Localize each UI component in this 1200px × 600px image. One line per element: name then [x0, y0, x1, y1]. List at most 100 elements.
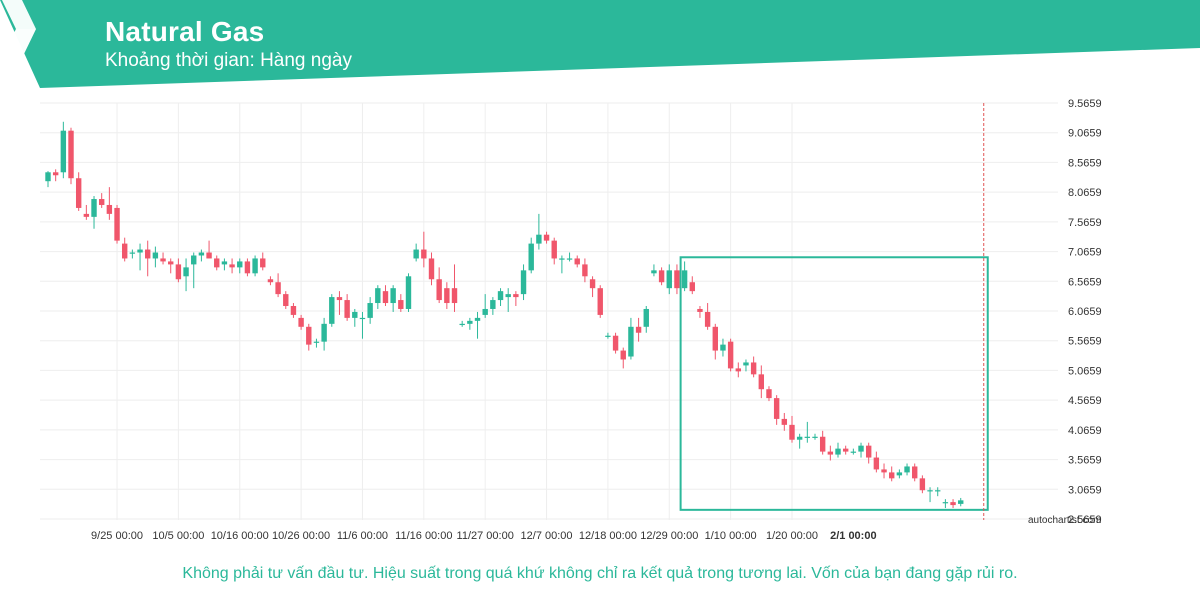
candle-body: [896, 472, 903, 476]
y-tick-label: 4.0659: [1068, 425, 1102, 437]
candle-body: [873, 457, 880, 470]
candle: [551, 237, 557, 265]
candle-body: [175, 264, 182, 280]
candle: [927, 487, 933, 503]
candle-body: [513, 294, 519, 298]
candle-body: [398, 300, 404, 309]
candle-body: [214, 258, 220, 268]
candle: [436, 267, 442, 304]
risk-disclaimer: Không phải tư vấn đầu tư. Hiệu suất tron…: [182, 565, 1018, 582]
candle-body: [436, 279, 442, 301]
y-tick-label: 3.5659: [1068, 455, 1102, 467]
candle-body: [835, 448, 841, 455]
candle: [98, 193, 105, 208]
candle-body: [421, 249, 427, 259]
candle: [597, 285, 603, 318]
candle: [459, 320, 465, 327]
candle: [482, 294, 488, 318]
candle: [298, 314, 304, 330]
x-tick-label: 1/10 00:00: [705, 530, 757, 542]
header-band: Natural Gas Khoảng thời gian: Hàng ngày: [0, 0, 1200, 90]
candle: [889, 466, 895, 482]
candle-body: [68, 130, 74, 179]
candle-body: [344, 300, 350, 318]
y-tick-label: 8.5659: [1068, 157, 1102, 169]
candles: [45, 121, 964, 509]
candle-body: [543, 234, 550, 241]
candle: [244, 258, 251, 277]
candle: [229, 258, 235, 274]
candle-body: [206, 252, 212, 259]
candlestick-chart: 9.5659 9.0659 8.5659 8.0659 7.5659 7.0659 6.56…: [40, 98, 1102, 542]
candle-body: [160, 258, 166, 262]
candle-body: [812, 436, 818, 438]
candle: [467, 317, 473, 330]
candle: [912, 463, 918, 482]
candle-body: [106, 204, 113, 214]
candle-body: [520, 270, 527, 295]
candle: [490, 297, 496, 315]
candle: [505, 288, 511, 312]
candle: [444, 282, 450, 309]
candle-body: [229, 264, 235, 268]
candle: [781, 412, 788, 431]
x-tick-label: 2/1 00:00: [830, 530, 876, 542]
y-tick-label: 2.5659: [1068, 514, 1102, 526]
candle-body: [528, 243, 534, 271]
candle-body: [766, 389, 772, 399]
candle-body: [704, 311, 711, 327]
candle: [382, 285, 389, 307]
candle: [674, 264, 680, 295]
candle-body: [45, 172, 51, 182]
y-tick-label: 6.5659: [1068, 276, 1102, 288]
candle-body: [75, 178, 82, 208]
candle: [881, 463, 887, 479]
candle-body: [336, 297, 343, 301]
candle: [536, 213, 542, 250]
candle: [643, 306, 649, 333]
candle-body: [605, 335, 611, 337]
candle-body: [681, 270, 688, 289]
candle: [275, 273, 281, 298]
candle-body: [574, 258, 580, 265]
candle: [789, 415, 795, 443]
candle: [612, 332, 619, 354]
candle-body: [482, 308, 488, 315]
candle: [91, 196, 97, 229]
candle: [896, 469, 903, 479]
candle-body: [735, 368, 741, 372]
y-tick-label: 4.5659: [1068, 395, 1102, 407]
candle: [336, 291, 343, 315]
candle: [819, 430, 826, 455]
x-tick-label: 1/20 00:00: [766, 530, 818, 542]
candle-body: [827, 451, 834, 455]
candle: [950, 499, 956, 509]
candle-body: [559, 258, 565, 260]
candle-body: [145, 249, 151, 259]
candle: [206, 240, 212, 259]
candle-body: [620, 350, 626, 360]
candle: [329, 294, 335, 327]
candle-body: [444, 288, 450, 304]
candle-body: [597, 288, 603, 315]
candle: [773, 395, 780, 425]
candle: [474, 311, 481, 339]
x-tick-label: 11/16 00:00: [395, 530, 452, 542]
candle-body: [237, 261, 243, 268]
x-axis-ticks: 9/25 00:00 10/5 00:00 10/16 00:00 10/26 00:…: [91, 530, 877, 542]
x-tick-label: 11/6 00:00: [337, 530, 388, 542]
candle-body: [950, 502, 956, 506]
candle: [842, 445, 849, 455]
candle-body: [122, 243, 128, 259]
candle-body: [566, 258, 573, 260]
candle-body: [865, 445, 872, 458]
candle: [390, 285, 396, 312]
candle-body: [743, 362, 749, 366]
candle: [543, 231, 550, 244]
x-tick-label: 10/5 00:00: [152, 530, 204, 542]
candle: [513, 291, 519, 307]
x-tick-label: 9/25 00:00: [91, 530, 143, 542]
candle-body: [635, 326, 642, 333]
x-tick-label: 10/16 00:00: [211, 530, 269, 542]
candle-body: [674, 270, 680, 289]
